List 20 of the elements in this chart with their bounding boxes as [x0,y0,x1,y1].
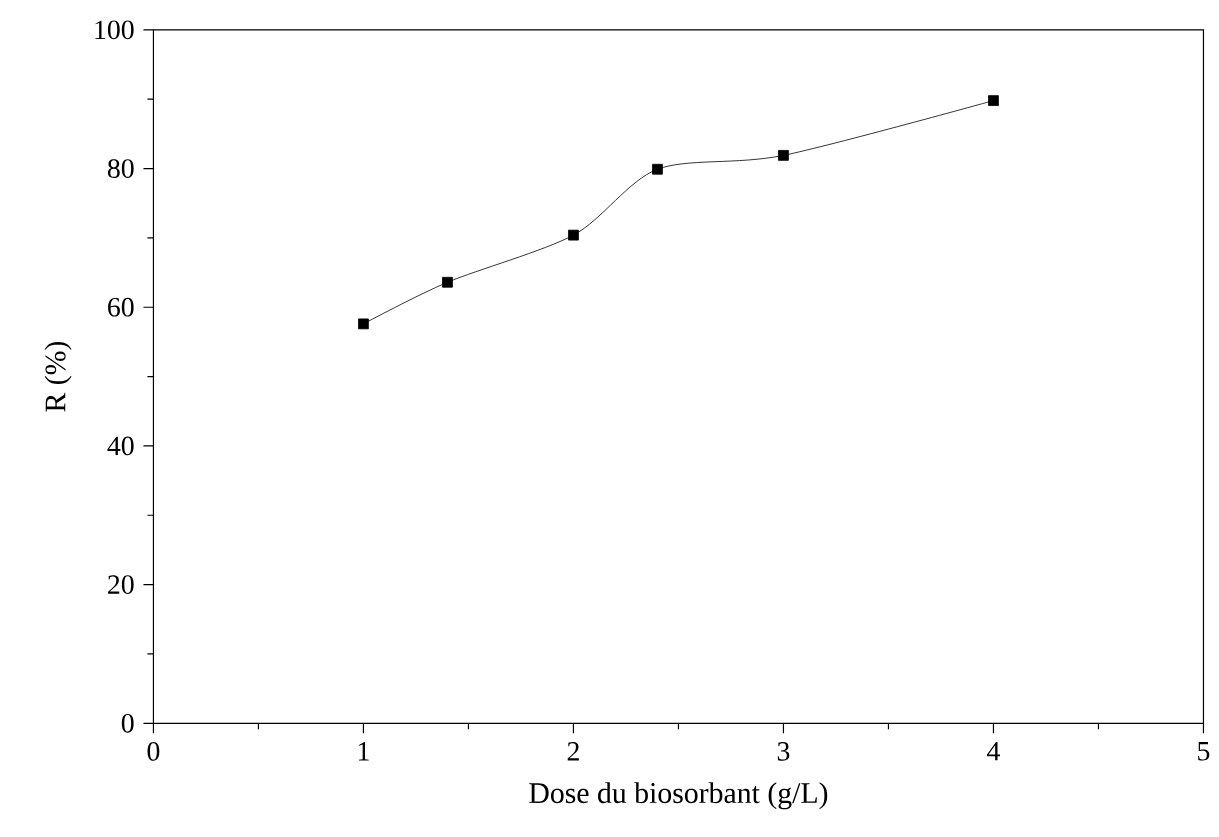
point [358,318,369,330]
y-tick-label: 60 [108,297,134,317]
x-tick-label: 0 [147,742,160,761]
x-tick-label: 3 [777,742,790,761]
y-tick-label: 80 [107,159,134,178]
y-tick-label: 100 [95,20,134,40]
y-tick-label: 0 [121,713,134,733]
point [652,163,663,175]
y-tick-label: 40 [107,436,134,456]
y-axis-title: R (%) [44,342,72,412]
point [988,95,999,107]
point [568,229,579,241]
x-axis-title: Dose du biosorbant (g/L) [529,782,828,810]
y-tick-label: 20 [108,575,134,595]
x-tick-label: 1 [358,742,369,761]
x-tick-label: 4 [987,742,1000,761]
x-tick-label: 2 [567,742,579,761]
point [778,150,789,161]
x-tick-label: 5 [1198,742,1210,761]
point [442,276,453,288]
